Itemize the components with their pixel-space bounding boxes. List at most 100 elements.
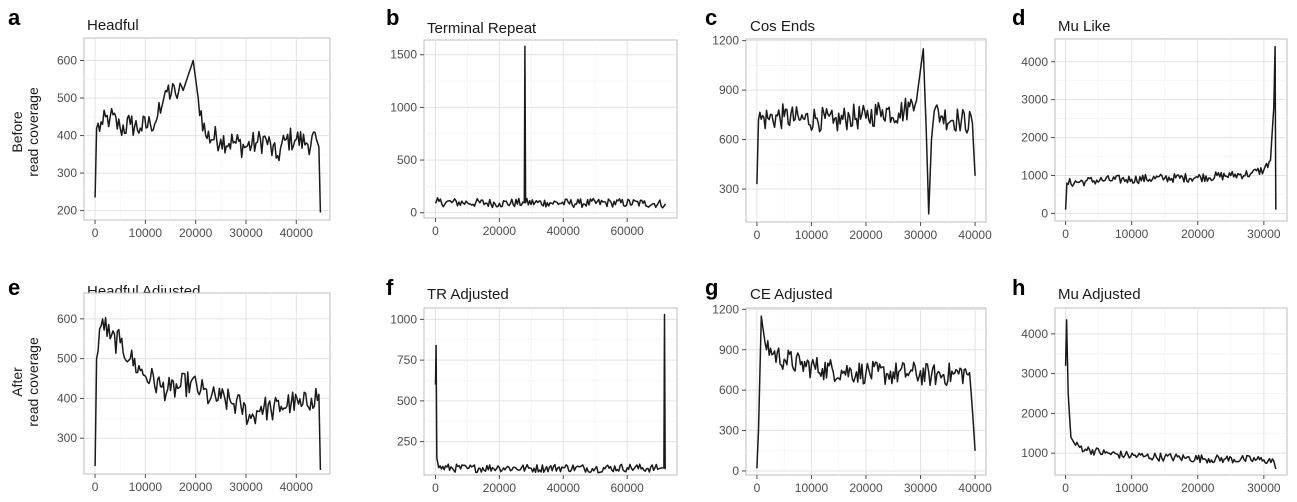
x-tick-label: 0 (1062, 227, 1069, 241)
panel-letter-h: h (1012, 275, 1025, 300)
y-tick-label: 600 (57, 312, 77, 326)
x-tick-label: 40000 (280, 226, 314, 240)
y-tick-label: 1000 (1021, 446, 1048, 460)
plot-area-a (83, 37, 331, 221)
coverage-line-c (756, 48, 976, 215)
panel-d: d Mu Like 0 10000 20000 30000 0 1000 2000 3000 400… (1012, 5, 1288, 241)
y-tick-label: 2000 (1021, 406, 1048, 420)
row-label-after-line2: read coverage (25, 337, 41, 427)
y-tick-label: 500 (57, 352, 77, 366)
x-tick-label: 0 (754, 228, 761, 242)
x-tick-label: 20000 (849, 228, 883, 242)
x-tick-label: 30000 (904, 481, 938, 495)
y-tick-label: 1000 (1021, 169, 1048, 183)
y-tick-label: 1000 (390, 100, 417, 114)
y-tick-label: 500 (57, 91, 77, 105)
x-tick-label: 40000 (958, 481, 992, 495)
x-tick-label: 10000 (795, 228, 829, 242)
coverage-line-d (1064, 45, 1277, 210)
x-tick-label: 0 (432, 224, 439, 238)
x-tick-label: 30000 (229, 480, 263, 494)
y-tick-label: 600 (719, 133, 739, 147)
coverage-line-e (94, 316, 322, 471)
y-tick-label: 300 (719, 182, 739, 196)
panel-letter-b: b (386, 5, 399, 30)
y-tick-label: 0 (410, 206, 417, 220)
panel-letter-e: e (8, 275, 20, 300)
x-tick-label: 20000 (179, 226, 213, 240)
x-tick-label: 20000 (1181, 227, 1215, 241)
y-tick-label: 1500 (390, 48, 417, 62)
panel-a: a Headful 0 10000 20000 30000 40000 200 300 400 50… (8, 5, 331, 240)
x-tick-label: 30000 (1247, 227, 1281, 241)
coverage-line-a (94, 59, 322, 213)
panel-g: g CE Adjusted 0 10000 20000 30000 40000 0 300 600… (705, 275, 992, 495)
y-tick-label: 250 (397, 435, 417, 449)
y-tick-label: 300 (719, 424, 739, 438)
y-tick-label: 400 (57, 129, 77, 143)
x-tick-label: 0 (92, 226, 99, 240)
y-tick-label: 500 (397, 153, 417, 167)
y-tick-label: 0 (732, 464, 739, 478)
y-tick-label: 900 (719, 83, 739, 97)
row-label-before-line2: read coverage (25, 87, 41, 177)
panel-title-b: Terminal Repeat (427, 20, 537, 37)
panel-h: h Mu Adjusted 0 10000 20000 30000 1000 2000 3000… (1012, 275, 1288, 495)
y-tick-label: 0 (1041, 206, 1048, 220)
x-tick-label: 10000 (795, 481, 829, 495)
coverage-line-g (756, 315, 976, 469)
x-tick-label: 20000 (179, 480, 213, 494)
y-tick-label: 900 (719, 343, 739, 357)
panel-title-g: CE Adjusted (750, 286, 833, 303)
x-tick-label: 20000 (483, 481, 517, 495)
y-tick-label: 300 (57, 166, 77, 180)
panel-letter-g: g (705, 275, 718, 300)
x-tick-label: 0 (1062, 481, 1069, 495)
plot-area-h (1054, 307, 1288, 476)
plot-area-b (423, 39, 678, 219)
y-tick-label: 400 (57, 391, 77, 405)
plot-area-e (83, 292, 331, 475)
y-tick-label: 4000 (1021, 55, 1048, 69)
x-tick-label: 40000 (280, 480, 314, 494)
plot-area-f (423, 307, 678, 476)
y-tick-label: 200 (57, 204, 77, 218)
y-tick-label: 1000 (390, 312, 417, 326)
x-tick-label: 40000 (547, 481, 581, 495)
x-tick-label: 0 (432, 481, 439, 495)
y-tick-label: 600 (57, 54, 77, 68)
y-tick-label: 1200 (712, 302, 739, 316)
x-tick-label: 10000 (129, 480, 163, 494)
x-tick-label: 40000 (547, 224, 581, 238)
panel-title-a: Headful (87, 17, 139, 34)
y-tick-label: 1200 (712, 34, 739, 48)
coverage-line-h (1064, 319, 1277, 470)
panel-letter-f: f (386, 275, 394, 300)
x-tick-label: 10000 (1115, 227, 1149, 241)
panel-title-c: Cos Ends (750, 18, 815, 35)
y-tick-label: 500 (397, 394, 417, 408)
x-tick-label: 0 (754, 481, 761, 495)
panel-letter-d: d (1012, 5, 1025, 30)
panel-c: c Cos Ends 0 10000 20000 30000 40000 300 600 900 1… (705, 5, 992, 242)
y-tick-label: 300 (57, 431, 77, 445)
coverage-line-f (434, 313, 666, 474)
plot-area-d (1054, 38, 1288, 222)
panel-title-h: Mu Adjusted (1058, 286, 1141, 303)
y-tick-label: 2000 (1021, 131, 1048, 145)
y-tick-label: 600 (719, 383, 739, 397)
x-tick-label: 30000 (1247, 481, 1281, 495)
x-tick-label: 30000 (904, 228, 938, 242)
y-tick-label: 4000 (1021, 327, 1048, 341)
y-tick-label: 750 (397, 353, 417, 367)
row-label-before-line1: Before (9, 111, 25, 152)
x-tick-label: 0 (92, 480, 99, 494)
y-tick-label: 3000 (1021, 93, 1048, 107)
panel-title-f: TR Adjusted (427, 286, 509, 303)
x-tick-label: 60000 (610, 224, 644, 238)
x-tick-label: 20000 (483, 224, 517, 238)
y-tick-label: 3000 (1021, 367, 1048, 381)
